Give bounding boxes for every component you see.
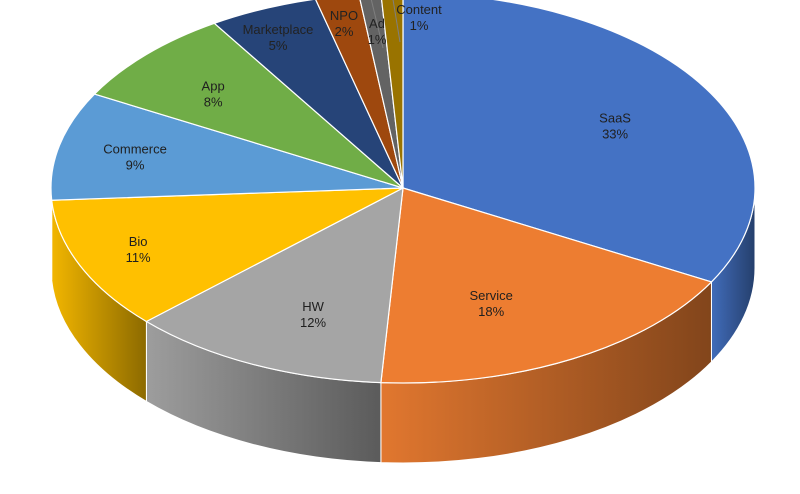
slice-service (380, 187, 713, 384)
leader-line-content (392, 0, 401, 43)
label-service: Service 18% (470, 288, 513, 319)
slice-ad (359, 0, 404, 189)
label-hw: HW 12% (300, 299, 326, 330)
slice-labels: SaaS 33% Service 18% HW 12% Bio 11% Commerce 9% Ap… (103, 2, 631, 330)
slice-marketplace (213, 0, 404, 189)
leader-lines (370, 0, 401, 49)
slice-bio (51, 187, 404, 323)
label-ad: Ad 1% (368, 16, 387, 47)
slice-hw (145, 186, 404, 384)
slice-commerce (50, 93, 404, 201)
pie-sides (50, 187, 756, 464)
label-app: App 8% (202, 79, 225, 110)
slice-npo (315, 0, 404, 189)
label-bio: Bio 11% (126, 234, 151, 265)
label-saas: SaaS 33% (599, 110, 631, 141)
slice-content (381, 0, 404, 189)
slice-app (93, 22, 404, 189)
leader-line-ad (370, 0, 384, 49)
label-npo: NPO 2% (330, 8, 358, 39)
label-commerce: Commerce 9% (103, 141, 167, 172)
slice-saas (402, 0, 756, 283)
pie-top (50, 0, 756, 384)
label-marketplace: Marketplace 5% (243, 22, 314, 53)
label-content: Content 1% (396, 2, 442, 33)
